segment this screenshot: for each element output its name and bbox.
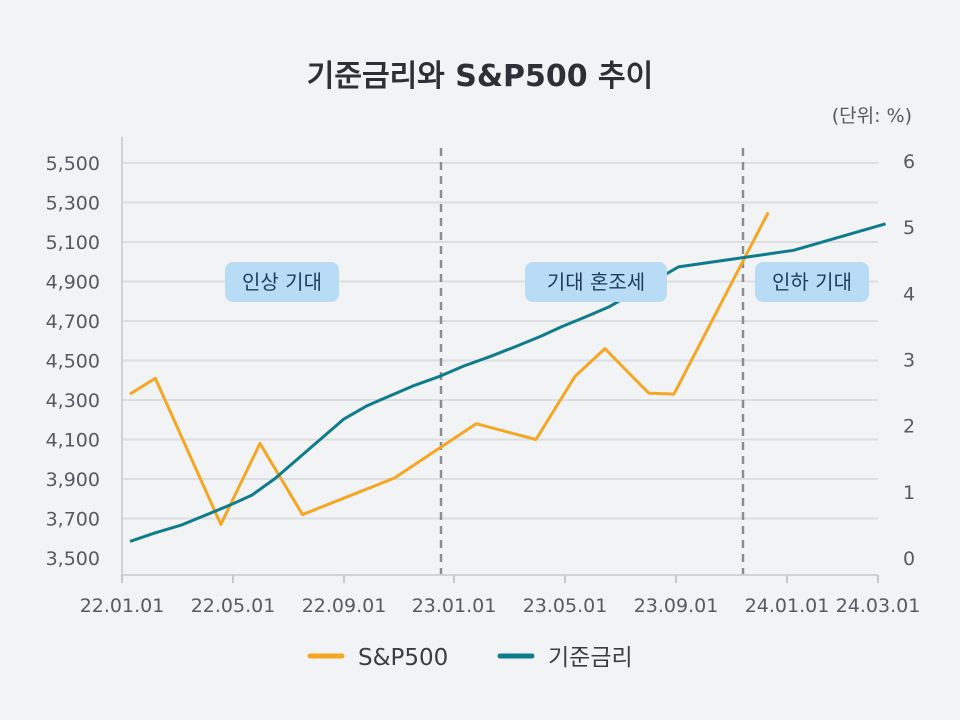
period-dividers — [439, 148, 745, 575]
y-right-tick-label: 0 — [903, 548, 915, 570]
y-left-tick-label: 3,700 — [46, 509, 100, 531]
chart-title: 기준금리와 S&P500 추이 — [307, 59, 653, 94]
y-left-tick-label: 3,500 — [46, 548, 100, 570]
annotation-label: 기대 혼조세 — [547, 270, 645, 294]
x-tick-label: 22.01.01 — [80, 595, 165, 617]
x-tick-label: 23.09.01 — [634, 595, 719, 617]
axes: 3,500 3,700 3,900 4,100 4,300 4,500 4,700 4,900… — [46, 137, 921, 617]
x-tick-label: 23.05.01 — [523, 595, 608, 617]
series-line — [129, 222, 886, 543]
x-tick-label: 24.03.01 — [836, 595, 921, 617]
y-left-tick-label: 5,500 — [46, 153, 100, 175]
series-line — [129, 211, 770, 526]
y-right-tick-label: 1 — [903, 482, 915, 504]
y-right-tick-label: 3 — [903, 350, 915, 372]
x-tick-label: 22.09.01 — [302, 595, 387, 617]
y-left-tick-label: 5,300 — [46, 193, 100, 215]
y-left-tick-label: 4,700 — [46, 311, 100, 333]
x-tick-label: 23.01.01 — [412, 595, 497, 617]
x-tick-label: 22.05.01 — [191, 595, 276, 617]
legend: S&P500 기준금리 — [307, 645, 633, 671]
series-lines — [129, 211, 886, 543]
y-left-tick-label: 4,300 — [46, 390, 100, 412]
y-left-tick-label: 4,900 — [46, 272, 100, 294]
x-tick-label: 24.01.01 — [745, 595, 830, 617]
y-left-tick-label: 3,900 — [46, 469, 100, 491]
annotation-box — [755, 262, 869, 302]
unit-note: (단위: %) — [832, 105, 912, 127]
y-left-tick-label: 4,500 — [46, 351, 100, 373]
y-right-tick-label: 6 — [903, 151, 915, 173]
y-left-tick-label: 4,100 — [46, 430, 100, 452]
y-left-tick-label: 5,100 — [46, 232, 100, 254]
annotation-box — [225, 262, 339, 302]
annotation-label: 인상 기대 — [242, 270, 322, 294]
annotation-label: 인하 기대 — [772, 270, 852, 294]
y-right-tick-label: 2 — [903, 416, 915, 438]
y-right-tick-label: 5 — [903, 217, 915, 239]
annotations: 인상 기대 기대 혼조세 인하 기대 — [225, 262, 869, 302]
y-right-tick-label: 4 — [903, 283, 915, 305]
legend-label: S&P500 — [358, 645, 448, 671]
legend-label: 기준금리 — [548, 645, 633, 671]
annotation-box — [525, 262, 667, 302]
